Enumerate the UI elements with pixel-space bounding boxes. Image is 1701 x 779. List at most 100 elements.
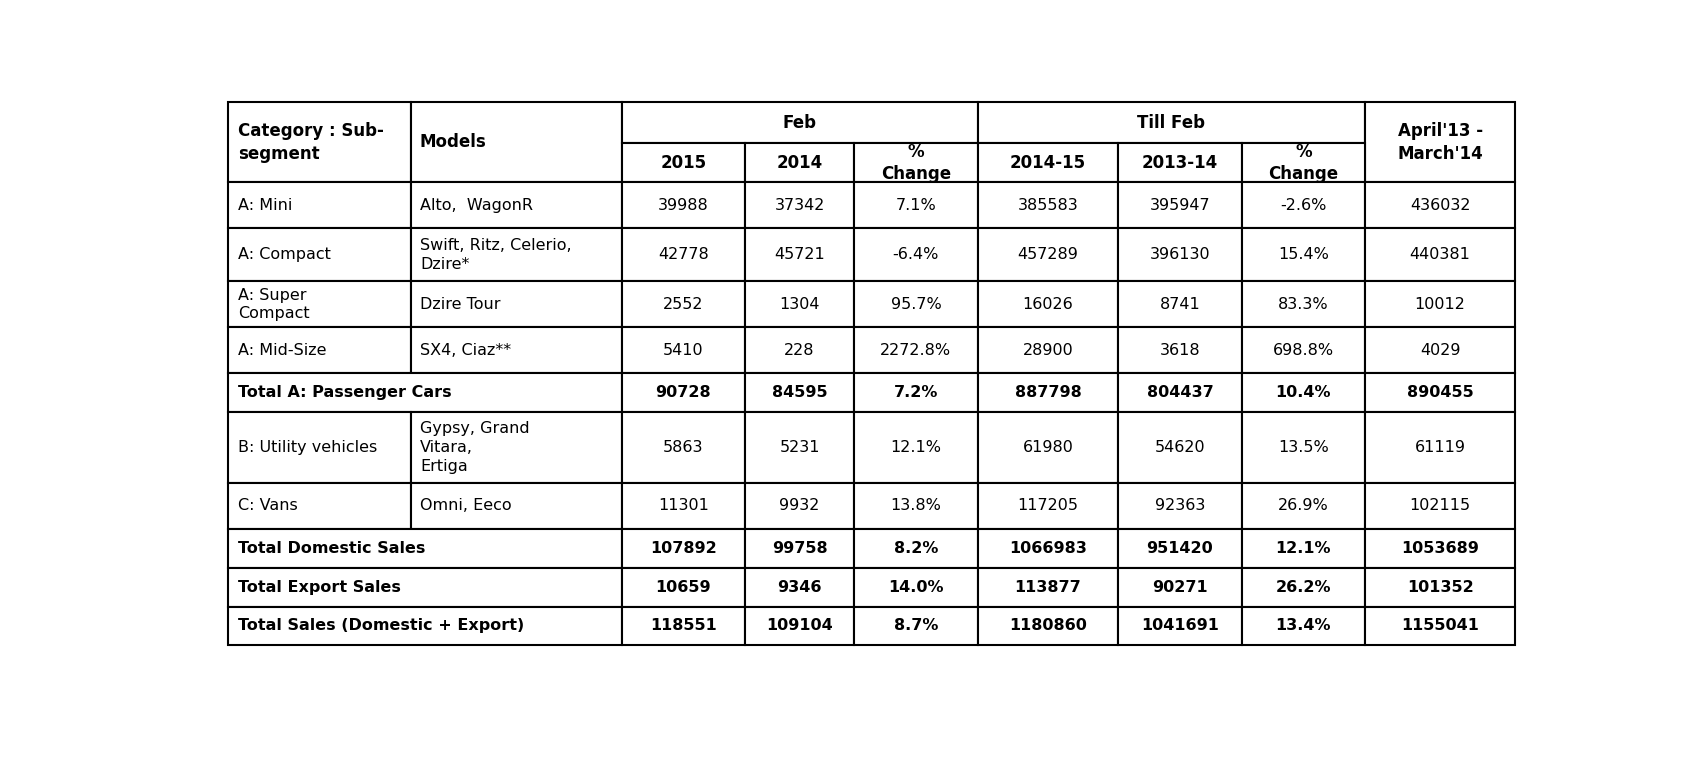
Text: 2552: 2552: [663, 297, 704, 312]
Text: 99758: 99758: [772, 541, 827, 555]
Text: Till Feb: Till Feb: [1138, 114, 1206, 132]
Text: 5231: 5231: [779, 440, 820, 455]
Bar: [854, 228, 978, 281]
Text: 436032: 436032: [1410, 198, 1470, 213]
Bar: [745, 373, 854, 412]
Bar: [978, 483, 1118, 529]
Text: 9932: 9932: [779, 499, 820, 513]
Text: Models: Models: [420, 133, 486, 151]
Text: 10012: 10012: [1415, 297, 1466, 312]
Text: 84595: 84595: [772, 385, 827, 400]
Bar: [228, 182, 410, 228]
Text: 2013-14: 2013-14: [1141, 154, 1218, 172]
Text: 10.4%: 10.4%: [1276, 385, 1332, 400]
Bar: [745, 483, 854, 529]
Bar: [1242, 568, 1364, 607]
Text: 15.4%: 15.4%: [1277, 247, 1328, 263]
Bar: [410, 103, 621, 182]
Text: 1180860: 1180860: [1009, 619, 1087, 633]
Bar: [978, 143, 1118, 182]
Text: A: Super
Compact: A: Super Compact: [238, 287, 310, 321]
Bar: [1118, 373, 1242, 412]
Bar: [745, 412, 854, 483]
Text: 113877: 113877: [1014, 580, 1082, 594]
Text: 8.2%: 8.2%: [893, 541, 939, 555]
Bar: [1364, 529, 1516, 568]
Bar: [1242, 529, 1364, 568]
Bar: [621, 568, 745, 607]
Bar: [1364, 412, 1516, 483]
Text: 102115: 102115: [1410, 499, 1471, 513]
Text: 395947: 395947: [1150, 198, 1209, 213]
Text: 107892: 107892: [650, 541, 716, 555]
Text: 4029: 4029: [1420, 343, 1461, 358]
Text: A: Compact: A: Compact: [238, 247, 330, 263]
Bar: [745, 228, 854, 281]
Bar: [410, 228, 621, 281]
Text: 26.2%: 26.2%: [1276, 580, 1332, 594]
Bar: [854, 607, 978, 646]
Bar: [1118, 568, 1242, 607]
Bar: [1118, 483, 1242, 529]
Bar: [228, 607, 621, 646]
Text: Total Sales (Domestic + Export): Total Sales (Domestic + Export): [238, 619, 524, 633]
Text: 804437: 804437: [1146, 385, 1213, 400]
Text: 2272.8%: 2272.8%: [881, 343, 951, 358]
Text: 385583: 385583: [1017, 198, 1078, 213]
Bar: [854, 327, 978, 373]
Text: 42778: 42778: [658, 247, 709, 263]
Text: 951420: 951420: [1146, 541, 1213, 555]
Text: 7.2%: 7.2%: [893, 385, 939, 400]
Bar: [228, 327, 410, 373]
Bar: [745, 607, 854, 646]
Bar: [1118, 327, 1242, 373]
Bar: [1118, 143, 1242, 182]
Text: Dzire Tour: Dzire Tour: [420, 297, 500, 312]
Text: B: Utility vehicles: B: Utility vehicles: [238, 440, 378, 455]
Bar: [854, 182, 978, 228]
Text: Swift, Ritz, Celerio,
Dzire*: Swift, Ritz, Celerio, Dzire*: [420, 238, 572, 272]
Bar: [978, 568, 1118, 607]
Bar: [1364, 327, 1516, 373]
Text: 396130: 396130: [1150, 247, 1209, 263]
Text: 3618: 3618: [1160, 343, 1201, 358]
Bar: [854, 483, 978, 529]
Bar: [228, 281, 410, 327]
Text: 10659: 10659: [655, 580, 711, 594]
Bar: [978, 373, 1118, 412]
Text: 83.3%: 83.3%: [1277, 297, 1328, 312]
Text: 90728: 90728: [655, 385, 711, 400]
Text: 11301: 11301: [658, 499, 709, 513]
Bar: [228, 373, 621, 412]
Text: 698.8%: 698.8%: [1272, 343, 1334, 358]
Text: SX4, Ciaz**: SX4, Ciaz**: [420, 343, 510, 358]
Text: 1041691: 1041691: [1141, 619, 1220, 633]
Text: 117205: 117205: [1017, 499, 1078, 513]
Text: 1304: 1304: [779, 297, 820, 312]
Text: Gypsy, Grand
Vitara,
Ertiga: Gypsy, Grand Vitara, Ertiga: [420, 421, 529, 474]
Bar: [621, 373, 745, 412]
Text: Omni, Eeco: Omni, Eeco: [420, 499, 512, 513]
Text: 90271: 90271: [1152, 580, 1208, 594]
Bar: [228, 483, 410, 529]
Bar: [1364, 568, 1516, 607]
Text: 45721: 45721: [774, 247, 825, 263]
Text: -2.6%: -2.6%: [1281, 198, 1327, 213]
Bar: [1242, 607, 1364, 646]
Bar: [978, 228, 1118, 281]
Text: A: Mini: A: Mini: [238, 198, 293, 213]
Text: Total Export Sales: Total Export Sales: [238, 580, 400, 594]
Text: %
Change: % Change: [881, 143, 951, 183]
Bar: [621, 483, 745, 529]
Text: 54620: 54620: [1155, 440, 1206, 455]
Text: 39988: 39988: [658, 198, 709, 213]
Text: 228: 228: [784, 343, 815, 358]
Bar: [1364, 182, 1516, 228]
Bar: [410, 182, 621, 228]
Text: 1155041: 1155041: [1402, 619, 1478, 633]
Bar: [1242, 228, 1364, 281]
Bar: [621, 529, 745, 568]
Bar: [978, 327, 1118, 373]
Text: 13.8%: 13.8%: [891, 499, 941, 513]
Text: 2014: 2014: [776, 154, 823, 172]
